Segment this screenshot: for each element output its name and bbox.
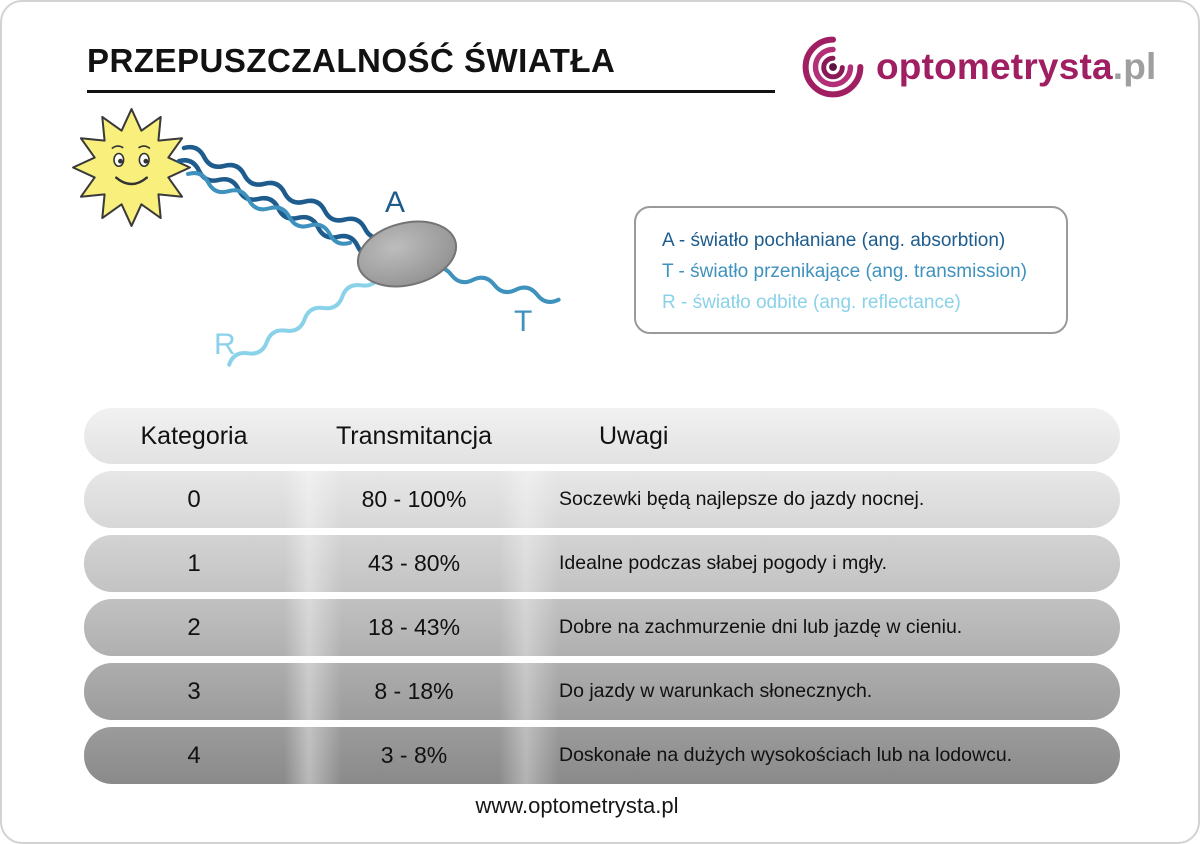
category-cell: 2 — [187, 613, 201, 641]
header-uwagi: Uwagi — [599, 421, 669, 450]
page-title: PRZEPUSZCZALNOŚĆ ŚWIATŁA — [87, 42, 616, 79]
legend-line-transmission: T - światło przenikające (ang. transmiss… — [662, 261, 1028, 282]
footer-url: www.optometrysta.pl — [475, 793, 679, 818]
transmittance-cell: 18 - 43% — [367, 614, 461, 640]
note-cell: Idealne podczas słabej pogody i mgły. — [559, 552, 888, 574]
header-transmitancja: Transmitancja — [335, 421, 493, 450]
incident-ray-wave — [186, 171, 353, 246]
reflected-ray-wave — [227, 272, 382, 367]
table-row: 0 80 - 100% Soczewki będą najlepsze do j… — [84, 471, 1120, 528]
note-cell: Soczewki będą najlepsze do jazdy nocnej. — [559, 488, 925, 510]
category-cell: 1 — [187, 549, 201, 577]
lens-shape — [356, 220, 458, 288]
brand-name: optometrysta — [876, 46, 1113, 87]
transmittance-table: Kategoria Transmitancja Uwagi 0 80 - 100… — [84, 408, 1120, 791]
category-cell: 0 — [187, 485, 201, 513]
legend-line-absorption: A - światło pochłaniane (ang. absorbtion… — [662, 230, 1006, 251]
absorption-label: A — [385, 186, 406, 219]
brand-wordmark: optometrysta.pl — [876, 46, 1157, 88]
table-row: 2 18 - 43% Dobre na zachmurzenie dni lub… — [84, 599, 1120, 656]
category-cell: 3 — [187, 677, 201, 705]
spiral-eye-logo-icon — [802, 36, 864, 98]
transmitted-ray-wave — [428, 265, 561, 304]
brand-tld: .pl — [1112, 46, 1157, 87]
reflectance-label: R — [214, 328, 236, 361]
transmittance-cell: 80 - 100% — [361, 486, 467, 512]
transmittance-cell: 3 - 8% — [380, 742, 448, 768]
absorbed-ray-wave-1 — [181, 144, 388, 241]
legend-box: A - światło pochłaniane (ang. absorbtion… — [634, 206, 1068, 334]
transmittance-cell: 43 - 80% — [367, 550, 461, 576]
header-kategoria: Kategoria — [140, 421, 248, 450]
table-row: 1 43 - 80% Idealne podczas słabej pogody… — [84, 535, 1120, 592]
legend-line-reflectance: R - światło odbite (ang. reflectance) — [662, 292, 961, 313]
light-transmission-diagram — [72, 108, 561, 367]
sun-icon — [72, 108, 191, 227]
note-cell: Dobre na zachmurzenie dni lub jazdę w ci… — [559, 616, 963, 638]
brand-logo: optometrysta.pl — [798, 32, 1157, 102]
category-cell: 4 — [187, 741, 201, 769]
table-header-row: Kategoria Transmitancja Uwagi — [84, 408, 1120, 464]
table-row: 3 8 - 18% Do jazdy w warunkach słoneczny… — [84, 663, 1120, 720]
note-cell: Do jazdy w warunkach słonecznych. — [559, 680, 873, 702]
title-underline — [87, 90, 775, 93]
transmission-label: T — [514, 305, 533, 338]
table-row: 4 3 - 8% Doskonałe na dużych wysokościac… — [84, 727, 1120, 784]
transmittance-cell: 8 - 18% — [374, 678, 454, 704]
note-cell: Doskonałe na dużych wysokościach lub na … — [559, 744, 1013, 766]
